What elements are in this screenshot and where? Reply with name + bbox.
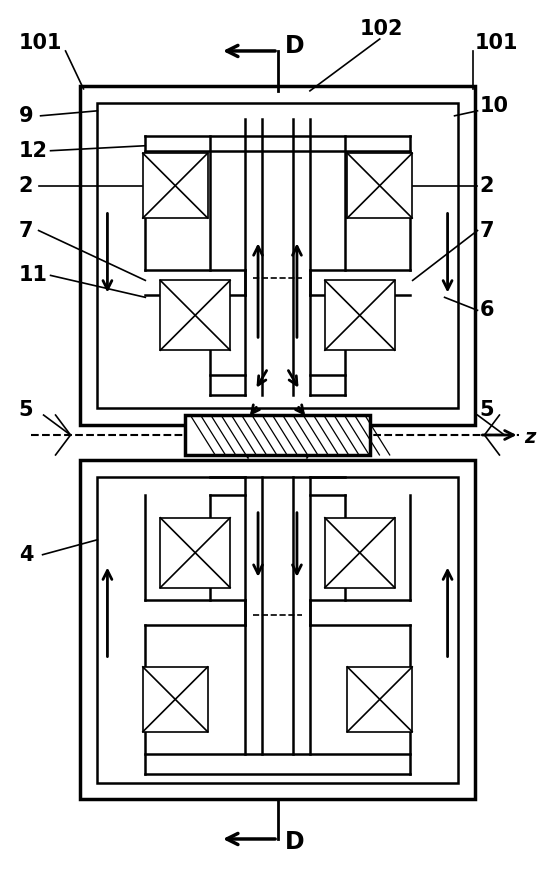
Bar (98, 103, 457, 408)
Text: D: D (285, 830, 305, 854)
Text: 7: 7 (480, 221, 494, 241)
Text: z: z (524, 428, 536, 448)
Bar (98, 477, 457, 783)
Text: 5: 5 (480, 400, 494, 420)
Text: D: D (285, 34, 305, 58)
Text: 7: 7 (19, 221, 33, 241)
Text: 2: 2 (19, 176, 33, 196)
Bar (80, 460, 475, 799)
Bar (347, 667, 412, 732)
Text: 10: 10 (480, 96, 508, 116)
Text: 102: 102 (360, 19, 403, 39)
Text: 11: 11 (19, 265, 48, 285)
Text: $z_2$: $z_2$ (224, 421, 240, 436)
Text: 101: 101 (19, 33, 62, 53)
Bar (160, 281, 230, 350)
Bar (325, 518, 395, 587)
Bar (80, 86, 475, 425)
Bar (347, 153, 412, 218)
Bar (325, 281, 395, 350)
Text: 5: 5 (19, 400, 33, 420)
Text: 2: 2 (480, 176, 494, 196)
Bar (143, 667, 208, 732)
Bar (160, 518, 230, 587)
Text: 9: 9 (19, 106, 33, 126)
Bar (143, 153, 208, 218)
Text: 101: 101 (475, 33, 518, 53)
Text: 4: 4 (19, 545, 33, 565)
Bar (185, 415, 370, 455)
Text: $z_1$: $z_1$ (315, 421, 331, 436)
Text: 6: 6 (480, 301, 494, 321)
Text: 12: 12 (19, 141, 48, 161)
